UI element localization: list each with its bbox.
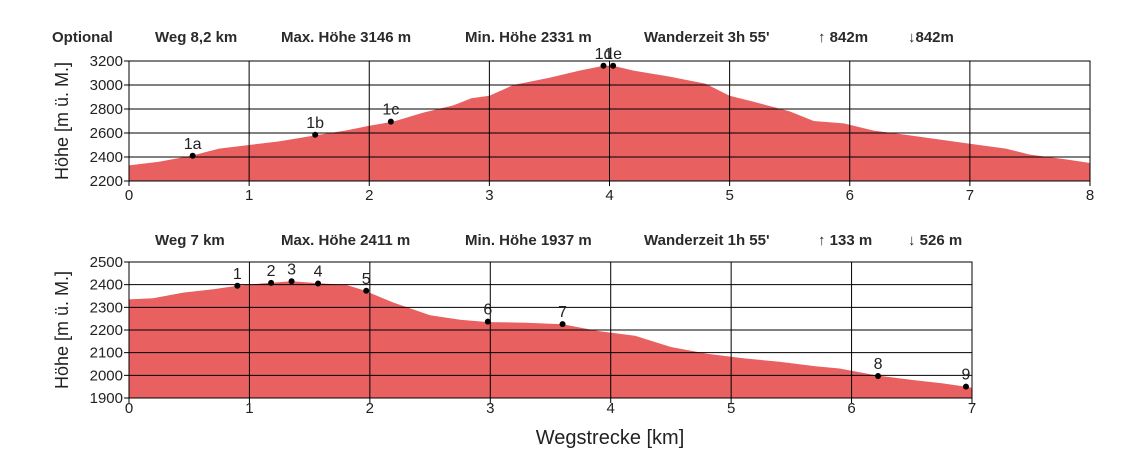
chart1-max-height: Max. Höhe 3146 m [281,29,412,46]
x-tick-label: 3 [486,400,494,417]
chart2-ascent: ↑ 133 m [818,232,873,249]
waypoint-label: 3 [287,261,296,278]
x-tick-label: 6 [847,400,855,417]
chart2-min-height: Min. Höhe 1937 m [465,232,592,249]
x-tick-label: 2 [365,187,373,204]
waypoint-marker [559,321,566,328]
x-axis-title: Wegstrecke [km] [536,427,685,449]
y-tick-label: 2600 [90,125,123,142]
chart2-stats-header: Weg 7 km Max. Höhe 2411 m Min. Höhe 1937… [0,229,1148,253]
x-tick-label: 5 [727,400,735,417]
waypoint-marker [363,287,370,294]
waypoint-label: 6 [483,302,492,319]
y-tick-label: 2400 [90,277,123,294]
chart1-min-height: Min. Höhe 2331 m [465,29,592,46]
waypoint-marker [189,152,196,159]
chart2-distance: Weg 7 km [155,232,225,249]
x-tick-label: 1 [245,187,253,204]
chart2-walking-time: Wanderzeit 1h 55' [644,232,770,249]
waypoint-marker [610,62,617,69]
x-tick-label: 6 [846,187,854,204]
waypoint-marker [234,282,241,289]
chart1-route-label: Optional [52,29,113,46]
y-tick-label: 2000 [90,367,123,384]
waypoint-label: 5 [362,271,371,288]
x-tick-label: 4 [607,400,615,417]
waypoint-label: 1c [382,102,399,119]
waypoint-label: 8 [874,356,883,373]
elevation-area [129,281,972,398]
waypoint-marker [268,279,275,286]
y-tick-label: 1900 [90,390,123,407]
waypoint-label: 1a [184,136,202,153]
x-tick-label: 0 [125,400,133,417]
y-tick-label: 2400 [90,149,123,166]
x-tick-label: 2 [366,400,374,417]
plot-frame [128,60,1091,182]
waypoint-label: 1b [306,115,324,132]
waypoint-marker [315,280,322,287]
waypoint-marker [312,131,319,138]
x-tick-label: 0 [125,187,133,204]
y-tick-label: 3200 [90,53,123,70]
x-tick-label: 4 [605,187,613,204]
chart1-ascent: ↑ 842m [818,29,869,46]
y-tick-label: 2200 [90,322,123,339]
waypoint-label: 9 [962,367,971,384]
y-tick-label: 3000 [90,77,123,94]
x-tick-label: 8 [1086,187,1094,204]
chart2-max-height: Max. Höhe 2411 m [281,232,411,249]
waypoint-marker [387,118,394,125]
elevation-chart-1: 2200 2400 2600 2800 3000 3200 0 1 2 3 4 5 6 7 8 Höhe [m… [52,46,1094,204]
waypoint-marker [484,318,491,325]
waypoint-label: 1 [233,266,242,283]
x-tick-label: 5 [725,187,733,204]
chart1-descent: ↓842m [908,29,954,46]
x-tick-label: 1 [245,400,253,417]
y-tick-label: 2300 [90,299,123,316]
y-tick-label: 2200 [90,173,123,190]
x-tick-label: 7 [966,187,974,204]
chart1-stats-header: Optional Weg 8,2 km Max. Höhe 3146 m Min… [0,26,1148,50]
chart1-distance: Weg 8,2 km [155,29,238,46]
waypoint-marker [600,62,607,69]
waypoint-label: 7 [558,304,567,321]
waypoint-marker [875,373,882,380]
waypoint-marker [962,383,969,390]
x-tick-label: 7 [968,400,976,417]
waypoint-marker [288,278,295,285]
y-axis-title: Höhe [m ü. M.] [52,271,72,389]
x-tick-label: 3 [485,187,493,204]
waypoint-label: 4 [314,264,323,281]
plot-frame [128,261,973,399]
y-tick-label: 2500 [90,254,123,271]
y-axis-title: Höhe [m ü. M.] [52,62,72,180]
y-tick-label: 2800 [90,101,123,118]
waypoint-label: 1d [595,46,613,63]
y-tick-label: 2100 [90,345,123,362]
waypoint-label: 1e [604,46,622,63]
chart1-walking-time: Wanderzeit 3h 55' [644,29,770,46]
waypoint-label: 2 [267,263,276,280]
chart2-descent: ↓ 526 m [908,232,963,249]
